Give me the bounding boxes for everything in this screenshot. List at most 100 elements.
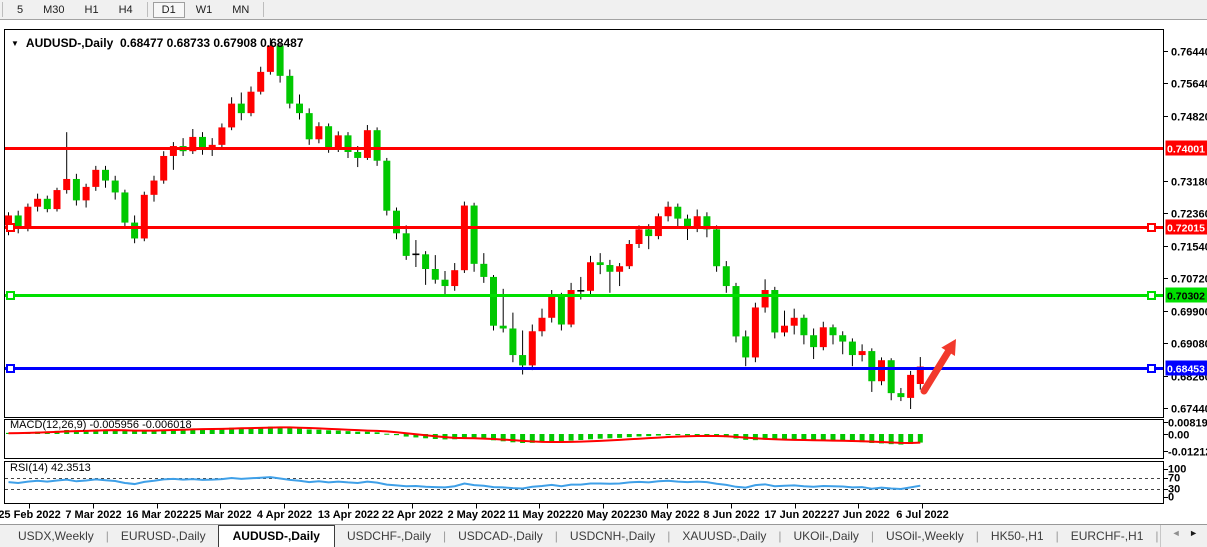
- rsi-indicator-label: RSI(14) 42.3513: [10, 462, 91, 474]
- candle-bear: [296, 103, 303, 114]
- date-tick-label: 13 Apr 2022: [318, 509, 379, 521]
- macd-bar: [908, 434, 914, 445]
- timeframe-button-d1[interactable]: D1: [152, 1, 185, 18]
- macd-bar: [267, 426, 273, 434]
- tab-usdchf-daily[interactable]: USDCHF-,Daily: [346, 529, 431, 543]
- price-label-0.72015: 0.72015: [1167, 223, 1205, 235]
- tab-eurusd-daily[interactable]: EURUSD-,Daily: [120, 529, 206, 543]
- level-endpoint-marker[interactable]: [1147, 223, 1156, 232]
- tab-xauusd-daily[interactable]: XAUUSD-,Daily: [682, 529, 767, 543]
- macd-bar: [500, 434, 506, 442]
- date-tick-label: 25 Feb 2022: [0, 509, 61, 521]
- macd-bar: [355, 431, 361, 434]
- tab-ukoil-daily[interactable]: UKOil-,Daily: [793, 529, 859, 543]
- candle-bull: [53, 190, 61, 210]
- candle-bear: [373, 130, 381, 161]
- macd-bar: [529, 434, 535, 443]
- candle-bear: [519, 355, 527, 366]
- candle-bull: [587, 262, 594, 291]
- price-label-0.68453: 0.68453: [1167, 364, 1205, 376]
- candle-bear: [557, 295, 565, 325]
- macd-bar: [306, 429, 312, 434]
- tab-eurchf-h1[interactable]: EURCHF-,H1: [1070, 529, 1144, 543]
- candle-bull: [24, 206, 32, 229]
- macd-bar: [917, 434, 923, 443]
- macd-bar: [103, 429, 108, 434]
- timeframe-button-h1[interactable]: H1: [84, 3, 99, 16]
- level-endpoint-marker[interactable]: [6, 291, 15, 300]
- tab-scroll-left-icon[interactable]: ◄: [1171, 528, 1181, 538]
- macd-bar: [229, 427, 235, 434]
- tab-audusd-daily[interactable]: AUDUSD-,Daily: [217, 525, 335, 547]
- date-tick-label: 4 Apr 2022: [257, 509, 312, 521]
- candle-bull: [150, 180, 158, 195]
- chart-dropdown-icon[interactable]: ▼: [11, 39, 19, 48]
- macd-bar: [326, 430, 332, 434]
- macd-bar: [898, 434, 904, 445]
- timeframe-button-w1[interactable]: W1: [195, 3, 213, 16]
- timeframe-button-mn[interactable]: MN: [232, 3, 250, 16]
- candle-bull: [63, 178, 71, 191]
- candle-bear: [596, 262, 604, 266]
- level-endpoint-marker[interactable]: [6, 364, 15, 373]
- arrow-annotation-head[interactable]: [941, 339, 956, 356]
- candle-bear: [14, 215, 22, 229]
- macd-bar: [345, 431, 351, 434]
- timeframe-button-5[interactable]: 5: [17, 3, 24, 16]
- macd-bar: [830, 434, 836, 442]
- tab-separator: |: [1155, 529, 1159, 543]
- price-label-box-0.68453: [1165, 360, 1207, 376]
- candle-bear: [829, 327, 837, 336]
- macd-bar: [161, 429, 167, 434]
- tab-usdcad-daily[interactable]: USDCAD-,Daily: [458, 529, 543, 543]
- macd-bar: [287, 427, 293, 434]
- macd-bar: [762, 434, 768, 440]
- tab-usoil-weekly[interactable]: USOil-,Weekly: [885, 529, 964, 543]
- candle-bear: [800, 317, 808, 336]
- macd-bar: [491, 434, 496, 441]
- candle-bear: [344, 135, 352, 152]
- candle-bull: [160, 155, 168, 181]
- level-endpoint-marker[interactable]: [1147, 364, 1156, 373]
- timeframe-button-m30[interactable]: M30: [43, 3, 65, 16]
- macd-bar: [801, 434, 807, 441]
- macd-bar: [568, 434, 574, 441]
- date-tick-label: 16 Mar 2022: [126, 509, 188, 521]
- candle-bear: [402, 233, 410, 256]
- candle-bull: [451, 270, 459, 287]
- candle-bull: [781, 325, 788, 333]
- macd-bar: [394, 434, 399, 436]
- tab-scroll-right-icon[interactable]: ►: [1189, 528, 1198, 538]
- timeframe-toolbar: 5 M30 H1 H4 D1 W1 MN: [0, 0, 1207, 20]
- rsi-axis-label: 70: [1168, 473, 1180, 485]
- macd-bar: [879, 434, 884, 444]
- price-tick-label: 0.74820: [1171, 112, 1207, 124]
- level-endpoint-marker[interactable]: [1147, 291, 1156, 300]
- candle-bear: [111, 180, 119, 193]
- arrow-annotation-shaft[interactable]: [920, 348, 952, 395]
- candle-bull: [761, 290, 769, 308]
- candle-bear: [325, 126, 333, 149]
- macd-bar: [238, 427, 244, 434]
- price-tick-label: 0.70720: [1171, 274, 1207, 286]
- macd-panel-frame: [4, 419, 1164, 459]
- candle-bull: [218, 127, 226, 145]
- macd-bar: [122, 430, 128, 434]
- tab-usdx-weekly[interactable]: USDX,Weekly: [18, 529, 94, 543]
- candle-bear: [72, 178, 80, 201]
- tab-hk50-h1[interactable]: HK50-,H1: [990, 529, 1044, 543]
- candle-bear: [480, 263, 488, 277]
- tab-usdcnh-daily[interactable]: USDCNH-,Daily: [569, 529, 656, 543]
- timeframe-button-h4[interactable]: H4: [118, 3, 133, 16]
- macd-bar: [840, 434, 846, 442]
- candle-bull: [567, 290, 575, 325]
- macd-bar: [510, 434, 516, 443]
- macd-bar: [93, 429, 99, 434]
- candle-bear: [606, 265, 614, 272]
- candle-bear: [810, 335, 818, 348]
- level-endpoint-marker[interactable]: [6, 223, 15, 232]
- tab-separator: |: [667, 529, 671, 543]
- candle-bear: [43, 198, 51, 210]
- macd-bar: [403, 434, 409, 437]
